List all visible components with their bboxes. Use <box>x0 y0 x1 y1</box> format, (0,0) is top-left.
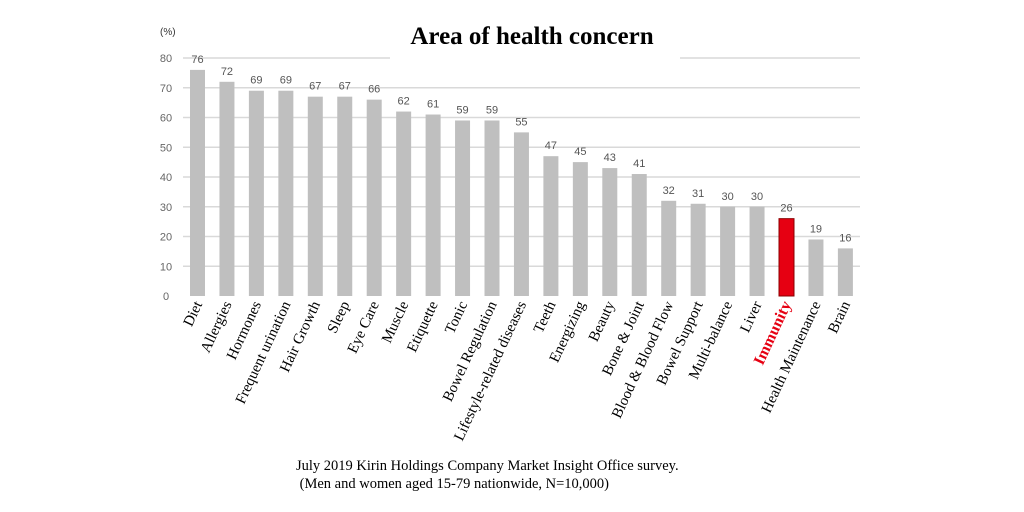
data-label: 66 <box>368 84 380 96</box>
y-tick-label: 70 <box>160 83 172 95</box>
data-labels: 76 72 69 69 67 67 66 62 61 59 59 55 47 45 43 41 32 31 30 30… <box>191 54 851 244</box>
x-tick-label: Sleep <box>325 299 354 336</box>
data-label: 69 <box>280 75 292 87</box>
y-tick-label: 40 <box>160 172 172 184</box>
bar <box>572 162 588 296</box>
data-label: 67 <box>309 81 321 93</box>
bar <box>307 96 323 296</box>
bar <box>543 156 559 296</box>
bar <box>631 174 647 296</box>
data-label: 30 <box>721 191 733 203</box>
y-axis-unit: (%) <box>160 27 176 38</box>
bar-highlighted <box>778 218 795 297</box>
x-tick-label: Tonic <box>442 299 471 337</box>
data-label: 59 <box>486 104 498 116</box>
bar <box>513 132 529 296</box>
bar <box>690 203 706 296</box>
data-label: 19 <box>810 223 822 235</box>
bar <box>425 114 441 297</box>
data-label: 41 <box>633 158 645 170</box>
data-label: 61 <box>427 99 439 111</box>
bars <box>190 69 853 297</box>
data-label: 16 <box>839 232 851 244</box>
bar <box>455 120 471 296</box>
data-label: 43 <box>604 152 616 164</box>
data-label: 31 <box>692 188 704 200</box>
bar <box>720 206 736 296</box>
x-tick-label: Muscle <box>379 299 412 346</box>
y-tick-label: 80 <box>160 53 172 65</box>
bar <box>396 111 412 296</box>
data-label: 72 <box>221 66 233 78</box>
x-tick-label: Diet <box>181 298 207 329</box>
y-axis-ticks: 0 10 20 30 40 50 60 70 80 <box>160 53 172 303</box>
bar <box>808 239 824 296</box>
y-tick-label: 30 <box>160 202 172 214</box>
bar <box>337 96 353 296</box>
bar <box>278 90 294 296</box>
data-label: 47 <box>545 140 557 152</box>
data-label: 67 <box>339 81 351 93</box>
y-tick-label: 50 <box>160 142 172 154</box>
bar <box>661 200 677 296</box>
source-note: July 2019 Kirin Holdings Company Market … <box>296 457 679 493</box>
chart-title: Area of health concern <box>410 23 653 50</box>
data-label: 30 <box>751 191 763 203</box>
y-tick-label: 60 <box>160 113 172 125</box>
x-tick-label: Liver <box>737 299 765 335</box>
bar <box>484 120 500 296</box>
bar <box>366 99 382 297</box>
data-label: 69 <box>250 75 262 87</box>
x-tick-label: Brain <box>825 298 854 335</box>
data-label: 32 <box>663 185 675 197</box>
data-label: 26 <box>780 203 792 215</box>
title-background <box>390 18 680 60</box>
bar <box>602 168 618 296</box>
bar <box>219 81 235 296</box>
x-tick-label: Beauty <box>586 298 619 344</box>
bar <box>190 69 205 297</box>
data-label: 55 <box>515 116 527 128</box>
bar <box>749 206 765 296</box>
bar <box>248 90 264 296</box>
y-tick-label: 10 <box>160 261 172 273</box>
y-tick-label: 0 <box>163 291 169 303</box>
data-label: 62 <box>398 96 410 108</box>
x-tick-label: Teeth <box>531 298 560 335</box>
y-tick-label: 20 <box>160 232 172 244</box>
bar <box>837 248 853 296</box>
data-label: 45 <box>574 146 586 158</box>
data-label: 76 <box>191 54 203 66</box>
data-label: 59 <box>456 104 468 116</box>
source-line-1: July 2019 Kirin Holdings Company Market … <box>296 458 679 474</box>
source-line-2: (Men and women aged 15-79 nationwide, N=… <box>296 476 610 492</box>
